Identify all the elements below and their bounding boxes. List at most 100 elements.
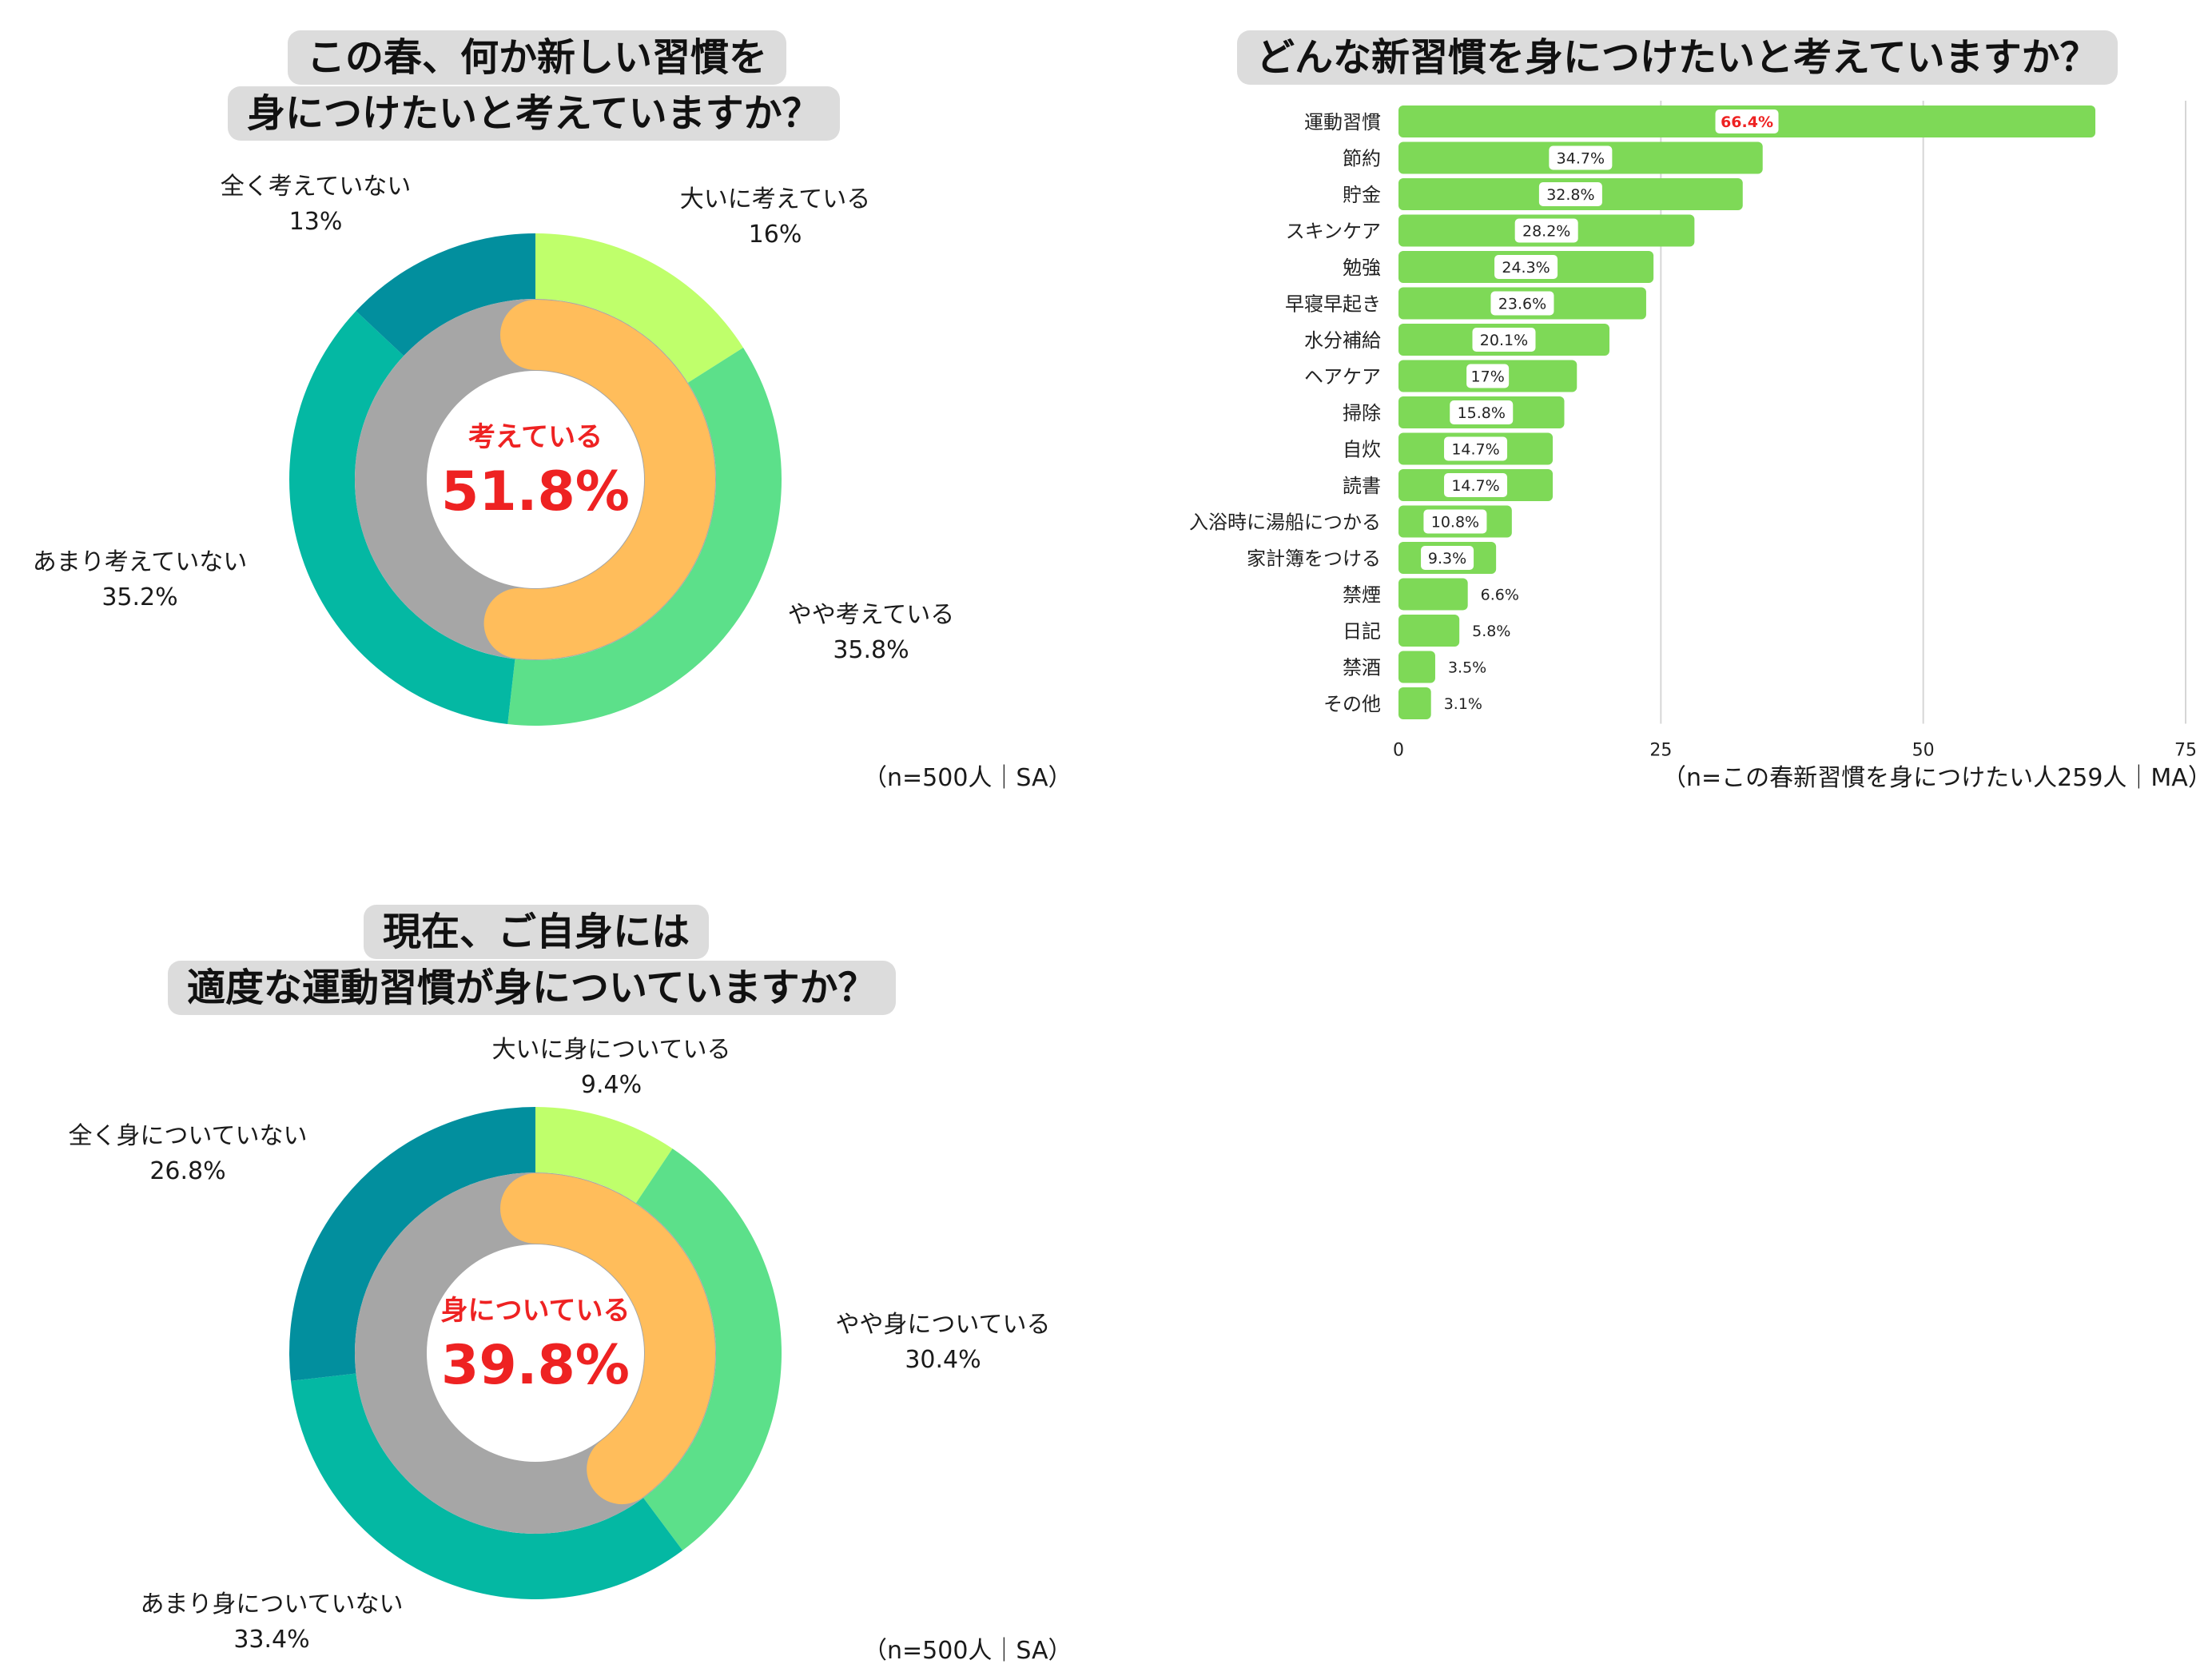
donut2-value-0: 9.4% [580,1071,643,1099]
bar-value-badge-7 [1466,364,1510,388]
bar-category-3: スキンケア [1286,221,1381,243]
bar-value-7: 17% [1471,368,1505,386]
bar-chart: 0 25 50 75 運動習慣 66.4% 節約 34.7% 貯金 32.8% スキンケア 28.2%… [1189,101,2197,760]
bar-xtick-1: 25 [1649,741,1672,760]
bar-category-12: 家計簿をつける [1247,547,1381,570]
donut2-segment-3 [289,1107,535,1381]
bar-category-6: 水分補給 [1304,329,1381,352]
donut1-value-2: 35.2% [101,583,178,611]
donut2-center-hole [427,1244,644,1462]
donut1-segment-2 [289,311,515,725]
bar-category-8: 掃除 [1343,402,1381,424]
bar-category-10: 読書 [1343,475,1381,497]
donut2-center-arc [500,1173,715,1505]
donut1-label-1: やや考えている 35.8% [743,598,999,668]
bar-category-7: ヘアケア [1304,366,1381,388]
donut1-segment-1 [507,347,782,726]
donut1-value-0: 16% [748,221,802,249]
bar-value-15: 3.5% [1448,659,1486,677]
bar-value-14: 5.8% [1472,623,1510,640]
bar-value-13: 6.6% [1481,587,1519,604]
donut1-note: （n=500人｜SA） [863,764,1072,792]
donut2-center-label: 身についている [441,1295,631,1327]
bar-15 [1398,651,1435,683]
bar-category-1: 節約 [1343,148,1381,170]
bar-value-badge-4 [1494,255,1558,279]
bar-category-14: 日記 [1343,620,1381,643]
bar-category-0: 運動習慣 [1304,111,1381,133]
donut1-center-label: 考えている [468,421,603,453]
donut1-segment-0 [535,233,744,383]
bar-value-10: 14.7% [1451,477,1499,495]
bar-xtick-3: 75 [2174,741,2197,760]
donut1-category-2: あまり考えていない [32,548,248,576]
bar-value-12: 9.3% [1428,550,1466,567]
bar-value-2: 32.8% [1546,186,1594,204]
bar-16 [1398,687,1431,719]
donut2-note: （n=500人｜SA） [863,1637,1072,1665]
donut1-category-1: やや考えている [787,601,955,629]
donut1-value-1: 35.8% [833,636,909,664]
bar-category-9: 自炊 [1343,439,1381,461]
donut2-segment-2 [290,1373,683,1599]
donut1-label-3: 全く考えていない 13% [184,169,448,240]
bar-xtick-0: 0 [1393,741,1404,760]
donut1-category-0: 大いに考えている [679,185,871,213]
bar-category-15: 禁酒 [1343,657,1381,679]
bar-value-16: 3.1% [1444,695,1482,713]
bar-category-11: 入浴時に湯船につかる [1189,512,1381,534]
bar-value-badge-9 [1444,436,1508,461]
donut2-category-0: 大いに身についている [491,1036,731,1064]
donut2-title-line2: 適度な運動習慣が身についていますか？ [168,961,896,1015]
donut2-value-1: 30.4% [905,1346,981,1374]
donut1-center-hole [427,371,644,588]
bar-value-badge-12 [1421,546,1474,570]
donut1-title-line1: この春、何か新しい習慣を [288,30,787,85]
bar-value-4: 24.3% [1502,259,1550,277]
bar-value-5: 23.6% [1498,296,1546,313]
bar-category-16: その他 [1323,693,1381,715]
donut1-center-arc [483,300,715,659]
bar-value-badge-8 [1450,400,1514,424]
donut2-label-2: あまり身についていない 33.4% [128,1587,416,1658]
donut1-center-value: 51.8% [441,460,630,523]
donut2-label-0: 大いに身についている 9.4% [471,1033,751,1103]
bar-value-3: 28.2% [1522,223,1570,241]
bar-xtick-2: 50 [1912,741,1935,760]
bar-value-badge-5 [1490,291,1554,316]
donut2-segment-1 [635,1149,782,1551]
bar-value-badge-0 [1715,109,1779,133]
bar-value-11: 10.8% [1431,514,1479,531]
bar-category-13: 禁煙 [1343,584,1381,607]
donut1-category-3: 全く考えていない [220,173,412,201]
donut2-segment-0 [535,1107,673,1204]
donut1-segment-3 [356,233,535,356]
bar-value-badge-10 [1444,473,1508,497]
bar-value-badge-11 [1423,509,1487,534]
bar-13 [1398,578,1468,611]
bar-value-8: 15.8% [1458,404,1506,422]
bar-value-badge-1 [1549,145,1613,170]
donut1-label-0: 大いに考えている 16% [639,182,911,253]
bar-title: どんな新習慣を身につけたいと考えていますか？ [1237,30,2118,85]
donut1-chart: 考えている 51.8% [289,233,782,726]
bar-value-6: 20.1% [1480,332,1528,349]
donut1-value-3: 13% [288,208,343,236]
bar-14 [1398,615,1460,647]
donut2-center-value: 39.8% [441,1334,630,1397]
donut1-label-2: あまり考えていない 35.2% [8,545,272,615]
donut2-label-3: 全く身についていない 26.8% [40,1119,336,1189]
bar-value-1: 34.7% [1557,150,1605,168]
donut2-label-1: やや身についている 30.4% [815,1308,1071,1378]
donut2-value-3: 26.8% [149,1157,226,1185]
donut2-category-3: 全く身についていない [68,1122,308,1150]
bar-category-2: 貯金 [1343,184,1381,206]
bar-value-badge-2 [1538,182,1602,206]
bar-value-badge-6 [1472,328,1536,352]
bar-note: （n=この春新習慣を身につけたい人259人｜MA） [1662,764,2212,792]
bar-value-0: 66.4% [1721,113,1773,131]
donut2-title-line1: 現在、ご自身には [364,905,710,959]
donut2-category-1: やや身についている [835,1311,1051,1339]
donut1-title-line2: 身につけたいと考えていますか？ [228,86,840,141]
donut2-category-2: あまり身についていない [140,1590,404,1618]
